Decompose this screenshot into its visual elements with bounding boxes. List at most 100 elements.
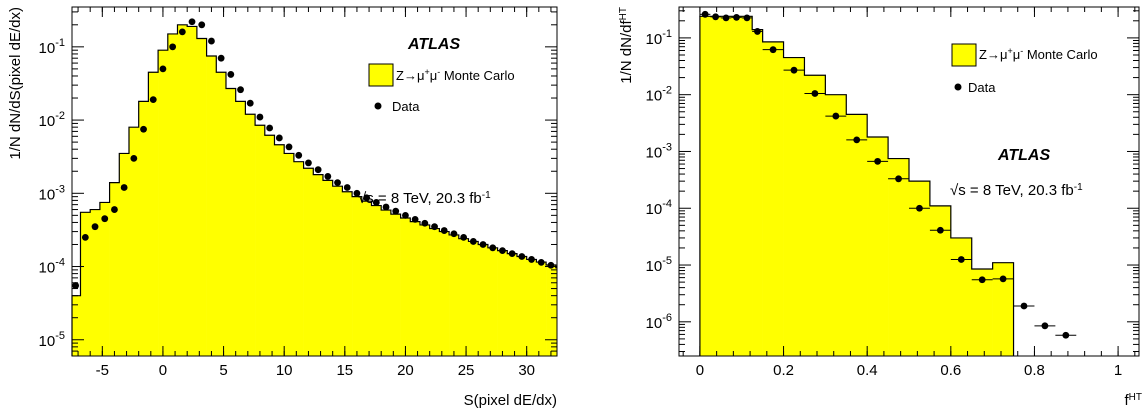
mc-bin <box>80 212 91 356</box>
x-tick-label: 0.4 <box>857 362 878 379</box>
y-tick-base: 10 <box>646 31 663 48</box>
mc-bin <box>255 125 266 357</box>
data-point <box>440 227 448 234</box>
mc-bin <box>468 241 479 356</box>
y-tick-exp: -4 <box>662 198 672 210</box>
mc-bin <box>274 144 285 356</box>
mc-bin <box>284 153 295 356</box>
data-point <box>227 71 235 78</box>
mc-bin <box>216 72 227 356</box>
data-point <box>266 124 274 132</box>
x-tick-label: 30 <box>518 362 535 379</box>
data-point <box>469 238 477 245</box>
mc-bin <box>148 72 159 356</box>
mc-bin <box>235 101 246 356</box>
legend-data-marker-right <box>954 83 962 91</box>
y-tick-exp: -2 <box>55 110 65 122</box>
y-tick-exp: -5 <box>662 255 672 267</box>
y-label-sup-right: HT <box>618 7 629 20</box>
legend-mc-swatch-left <box>368 63 394 87</box>
data-point <box>460 233 468 241</box>
data-point <box>547 261 555 269</box>
legend-mc-rest: Monte Carlo <box>1023 47 1097 62</box>
data-point <box>149 96 157 104</box>
legend-sup-plus: + <box>1007 46 1012 56</box>
y-tick-label: 10-5 <box>39 330 65 350</box>
data-point <box>159 65 167 73</box>
mc-bin <box>371 205 382 356</box>
legend-data-label-right: Data <box>968 80 996 95</box>
y-tick-base: 10 <box>39 113 56 130</box>
mc-bin <box>825 94 847 357</box>
energy-text-left: √s = 8 TeV, 20.3 fb <box>358 190 482 207</box>
mc-bin <box>867 136 889 356</box>
y-tick-label: 10-1 <box>646 28 672 48</box>
mc-bin <box>381 210 392 356</box>
data-point <box>508 250 516 258</box>
data-points-right <box>699 10 1077 339</box>
data-point <box>246 99 254 107</box>
data-point <box>489 244 497 252</box>
x-tick-label: 0.2 <box>773 362 794 379</box>
data-point <box>382 203 390 211</box>
data-point <box>518 253 526 260</box>
mc-histogram-left <box>71 24 558 357</box>
data-point <box>978 276 986 284</box>
legend-z-text: Z→μ <box>396 68 424 83</box>
data-point <box>743 14 751 22</box>
mc-bin <box>439 231 450 356</box>
mc-bin <box>487 247 498 356</box>
y-tick-label: 10-3 <box>39 183 65 203</box>
legend-data-marker-left <box>374 102 382 110</box>
data-point <box>957 256 965 263</box>
data-point <box>1020 302 1028 310</box>
mc-bin <box>99 202 110 356</box>
y-tick-exp: -3 <box>55 183 65 195</box>
mc-bin <box>449 234 460 356</box>
y-tick-label: 10-2 <box>39 110 65 130</box>
y-tick-base: 10 <box>646 315 663 332</box>
data-point <box>101 215 109 223</box>
mc-bin <box>303 168 314 356</box>
axes-right: 0 0.2 0.4 0.6 0.8 110-610-510-410-310-210-1 <box>646 7 1139 379</box>
mc-bin <box>109 182 120 356</box>
data-point <box>217 54 225 62</box>
y-tick-label: 10-4 <box>646 198 672 218</box>
mc-bin <box>752 29 763 356</box>
data-point <box>392 207 400 215</box>
legend-mc-swatch-right <box>951 43 977 67</box>
mc-bin <box>400 217 411 356</box>
mc-bin <box>206 55 217 356</box>
data-point <box>832 112 840 120</box>
y-tick-base: 10 <box>646 201 663 218</box>
legend-right: Z→μ+μ- Monte Carlo Data <box>951 43 1098 95</box>
mc-bin <box>90 209 101 356</box>
mc-bin <box>293 161 304 356</box>
legend-mc-label-left: Z→μ+μ- Monte Carlo <box>396 67 515 83</box>
atlas-label-right: ATLAS <box>997 147 1050 164</box>
x-tick-label: 15 <box>336 362 353 379</box>
x-tick-label: -5 <box>96 362 109 379</box>
data-point <box>1041 322 1049 330</box>
y-tick-base: 10 <box>646 88 663 105</box>
data-point <box>81 233 89 241</box>
data-point <box>712 13 719 21</box>
x-tick-label: 25 <box>458 362 475 379</box>
mc-bin <box>429 228 440 356</box>
data-point <box>853 136 861 144</box>
legend-mc-label-right: Z→μ+μ- Monte Carlo <box>979 46 1098 62</box>
data-point <box>285 143 293 151</box>
mc-bin <box>177 24 188 356</box>
mc-bin <box>264 135 275 356</box>
x-axis-label-left: S(pixel dE/dx) <box>464 392 557 409</box>
data-point <box>936 226 944 234</box>
x-tick-label: 0 <box>159 362 167 379</box>
x-tick-label: 20 <box>397 362 414 379</box>
y-tick-exp: -3 <box>662 141 672 153</box>
legend-sup-plus: + <box>424 67 429 77</box>
mc-bin <box>992 262 1014 356</box>
mc-bin <box>762 41 784 356</box>
mc-outline <box>699 15 1015 356</box>
y-tick-exp: -6 <box>662 312 672 324</box>
